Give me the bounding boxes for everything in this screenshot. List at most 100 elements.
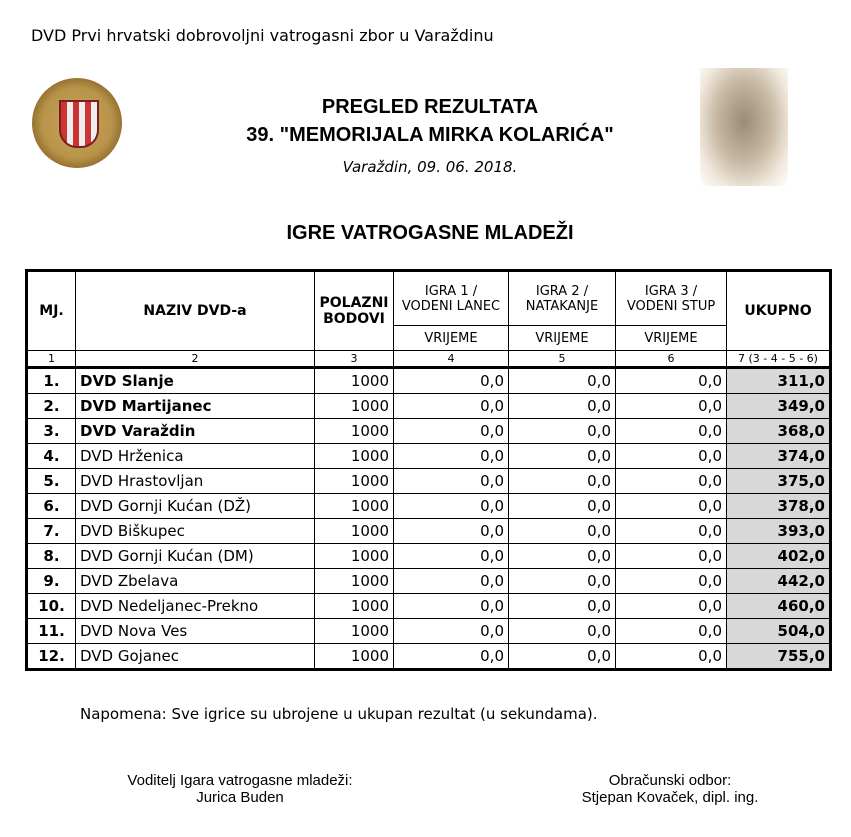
starting-points-cell: 1000 bbox=[314, 643, 394, 670]
team-name-cell: DVD Hrastovljan bbox=[75, 468, 315, 494]
game3-time-cell: 0,0 bbox=[615, 418, 727, 444]
note: Napomena: Sve igrice su ubrojene u ukupa… bbox=[80, 705, 598, 723]
game2-time-cell: 0,0 bbox=[508, 618, 616, 644]
table-row: 7. DVD Biškupec 1000 0,0 0,0 0,0 393,0 bbox=[26, 518, 831, 544]
section-title: IGRE VATROGASNE MLADEŽI bbox=[286, 222, 574, 244]
signature-left: Voditelj Igara vatrogasne mladeži: Juric… bbox=[80, 772, 400, 806]
game3-time-cell: 0,0 bbox=[615, 643, 727, 670]
game1-time-cell: 0,0 bbox=[393, 468, 509, 494]
game2-time-cell: 0,0 bbox=[508, 418, 616, 444]
game3-time-cell: 0,0 bbox=[615, 593, 727, 619]
header-igra1: IGRA 1 /VODENI LANEC bbox=[393, 270, 509, 326]
column-number: 4 bbox=[393, 350, 509, 368]
total-cell: 349,0 bbox=[726, 393, 831, 419]
game2-time-cell: 0,0 bbox=[508, 468, 616, 494]
starting-points-cell: 1000 bbox=[314, 568, 394, 594]
game1-time-cell: 0,0 bbox=[393, 393, 509, 419]
total-cell: 368,0 bbox=[726, 418, 831, 444]
team-name-cell: DVD Hrženica bbox=[75, 443, 315, 469]
rank-cell: 10. bbox=[26, 593, 76, 619]
rank-cell: 6. bbox=[26, 493, 76, 519]
column-number: 7 (3 - 4 - 5 - 6) bbox=[726, 350, 831, 368]
signature-left-role: Voditelj Igara vatrogasne mladeži: bbox=[127, 772, 353, 789]
starting-points-cell: 1000 bbox=[314, 443, 394, 469]
rank-cell: 5. bbox=[26, 468, 76, 494]
game2-time-cell: 0,0 bbox=[508, 568, 616, 594]
game3-time-cell: 0,0 bbox=[615, 618, 727, 644]
team-name-cell: DVD Gornji Kućan (DM) bbox=[75, 543, 315, 569]
table-row: 9. DVD Zbelava 1000 0,0 0,0 0,0 442,0 bbox=[26, 568, 831, 594]
starting-points-cell: 1000 bbox=[314, 468, 394, 494]
table-row: 1. DVD Slanje 1000 0,0 0,0 0,0 311,0 bbox=[26, 367, 831, 394]
header-mj: MJ. bbox=[26, 270, 76, 351]
game3-time-cell: 0,0 bbox=[615, 393, 727, 419]
game3-time-cell: 0,0 bbox=[615, 443, 727, 469]
game1-time-cell: 0,0 bbox=[393, 618, 509, 644]
total-cell: 374,0 bbox=[726, 443, 831, 469]
total-cell: 375,0 bbox=[726, 468, 831, 494]
title-line-1: PREGLED REZULTATA bbox=[321, 96, 539, 118]
header-vrijeme: VRIJEME bbox=[615, 325, 727, 351]
table-row: 2. DVD Martijanec 1000 0,0 0,0 0,0 349,0 bbox=[26, 393, 831, 419]
starting-points-cell: 1000 bbox=[314, 493, 394, 519]
total-cell: 442,0 bbox=[726, 568, 831, 594]
team-name-cell: DVD Biškupec bbox=[75, 518, 315, 544]
starting-points-cell: 1000 bbox=[314, 618, 394, 644]
game2-time-cell: 0,0 bbox=[508, 367, 616, 394]
column-number: 1 bbox=[26, 350, 76, 368]
game1-time-cell: 0,0 bbox=[393, 593, 509, 619]
team-name-cell: DVD Martijanec bbox=[75, 393, 315, 419]
team-name-cell: DVD Zbelava bbox=[75, 568, 315, 594]
total-cell: 504,0 bbox=[726, 618, 831, 644]
rank-cell: 2. bbox=[26, 393, 76, 419]
title-line-2: 39. "MEMORIJALA MIRKA KOLARIĆA" bbox=[246, 124, 614, 146]
column-number: 2 bbox=[75, 350, 315, 368]
rank-cell: 8. bbox=[26, 543, 76, 569]
game3-time-cell: 0,0 bbox=[615, 543, 727, 569]
signature-right: Obračunski odbor: Stjepan Kovaček, dipl.… bbox=[520, 772, 820, 806]
header-naziv: NAZIV DVD-a bbox=[75, 270, 315, 351]
table-row: 5. DVD Hrastovljan 1000 0,0 0,0 0,0 375,0 bbox=[26, 468, 831, 494]
header-vrijeme: VRIJEME bbox=[508, 325, 616, 351]
portrait-photo bbox=[700, 68, 788, 186]
game1-time-cell: 0,0 bbox=[393, 443, 509, 469]
organization-name: DVD Prvi hrvatski dobrovoljni vatrogasni… bbox=[31, 26, 494, 45]
header-igra2: IGRA 2 /NATAKANJE bbox=[508, 270, 616, 326]
rank-cell: 11. bbox=[26, 618, 76, 644]
game2-time-cell: 0,0 bbox=[508, 643, 616, 670]
rank-cell: 12. bbox=[26, 643, 76, 670]
starting-points-cell: 1000 bbox=[314, 593, 394, 619]
game2-time-cell: 0,0 bbox=[508, 593, 616, 619]
table-row: 6. DVD Gornji Kućan (DŽ) 1000 0,0 0,0 0,0 378,… bbox=[26, 493, 831, 519]
game3-time-cell: 0,0 bbox=[615, 518, 727, 544]
fire-brigade-logo bbox=[32, 78, 122, 168]
game2-time-cell: 0,0 bbox=[508, 393, 616, 419]
rank-cell: 3. bbox=[26, 418, 76, 444]
rank-cell: 4. bbox=[26, 443, 76, 469]
starting-points-cell: 1000 bbox=[314, 518, 394, 544]
total-cell: 402,0 bbox=[726, 543, 831, 569]
results-table: MJ. NAZIV DVD-a POLAZNI BODOVI IGRA 1 /VO… bbox=[25, 269, 832, 671]
table-row: 3. DVD Varaždin 1000 0,0 0,0 0,0 368,0 bbox=[26, 418, 831, 444]
game2-time-cell: 0,0 bbox=[508, 493, 616, 519]
signature-right-name: Stjepan Kovaček, dipl. ing. bbox=[581, 789, 759, 806]
column-number: 6 bbox=[615, 350, 727, 368]
rank-cell: 7. bbox=[26, 518, 76, 544]
starting-points-cell: 1000 bbox=[314, 418, 394, 444]
team-name-cell: DVD Gornji Kućan (DŽ) bbox=[75, 493, 315, 519]
game1-time-cell: 0,0 bbox=[393, 643, 509, 670]
header-ukupno: UKUPNO bbox=[726, 270, 831, 351]
total-cell: 378,0 bbox=[726, 493, 831, 519]
team-name-cell: DVD Nedeljanec-Prekno bbox=[75, 593, 315, 619]
table-row: 12. DVD Gojanec 1000 0,0 0,0 0,0 755,0 bbox=[26, 643, 831, 670]
game1-time-cell: 0,0 bbox=[393, 518, 509, 544]
team-name-cell: DVD Slanje bbox=[75, 367, 315, 394]
rank-cell: 9. bbox=[26, 568, 76, 594]
game3-time-cell: 0,0 bbox=[615, 367, 727, 394]
game3-time-cell: 0,0 bbox=[615, 468, 727, 494]
starting-points-cell: 1000 bbox=[314, 393, 394, 419]
total-cell: 311,0 bbox=[726, 367, 831, 394]
table-row: 11. DVD Nova Ves 1000 0,0 0,0 0,0 504,0 bbox=[26, 618, 831, 644]
rank-cell: 1. bbox=[26, 367, 76, 394]
